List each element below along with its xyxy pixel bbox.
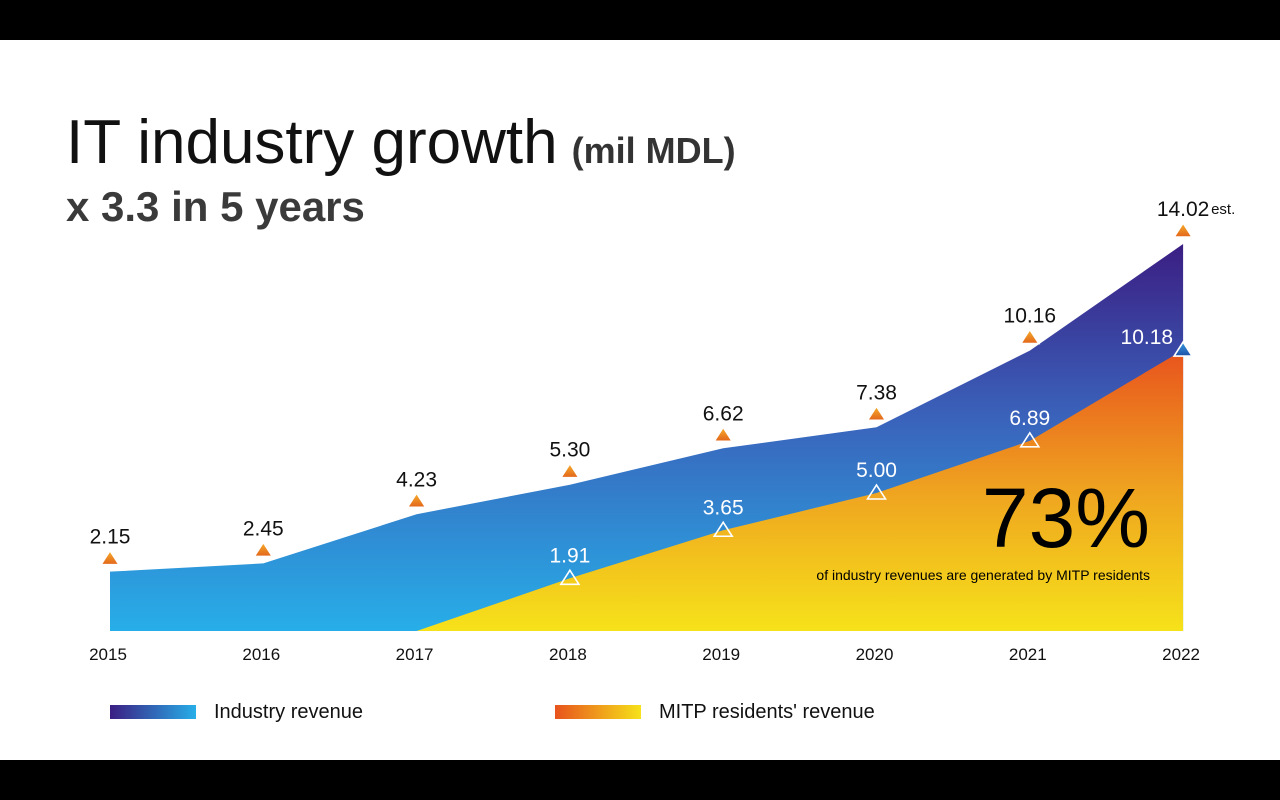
x-axis-labels: 2015 2016 2017 2018 2019 2020 2021 2022	[89, 645, 1200, 664]
chart-title: IT industry growth	[66, 108, 558, 177]
mitp-marker-2022	[1172, 340, 1194, 357]
mitp-revenue-area	[416, 350, 1184, 631]
industry-value-label-2019: 6.62	[703, 402, 744, 425]
x-tick-label-2015: 2015	[89, 645, 127, 664]
industry-value-label-2015: 2.15	[90, 526, 131, 549]
mitp-marker-2021	[1019, 431, 1041, 448]
mitp-value-label-2018: 1.91	[549, 544, 590, 567]
industry-value-label-2017: 4.23	[396, 468, 437, 491]
industry-marker-2021	[1019, 328, 1041, 345]
highlight-note: of industry revenues are generated by MI…	[816, 567, 1150, 583]
x-tick-label-2018: 2018	[549, 645, 587, 664]
mitp-value-label-2020: 5.00	[856, 459, 897, 482]
chart-unit: (mil MDL)	[571, 130, 736, 171]
x-tick-label-2022: 2022	[1162, 645, 1200, 664]
industry-marker-2019	[712, 425, 734, 443]
industry-marker-2017	[406, 491, 428, 509]
industry-value-label-2021: 10.16	[1004, 305, 1057, 328]
industry-marker-2018	[559, 462, 581, 479]
estimate-annotation: est.	[1211, 201, 1235, 218]
slide: IT industry growth (mil MDL) x 3.3 in 5 y…	[0, 40, 1280, 760]
mitp-value-label-2021: 6.89	[1009, 407, 1050, 430]
industry-marker-2016	[252, 540, 274, 558]
mitp-value-label-2019: 3.65	[703, 496, 744, 519]
legend-swatch-industry	[110, 705, 196, 719]
x-tick-label-2016: 2016	[242, 645, 280, 664]
mitp-value-label-2022: 10.18	[1121, 326, 1174, 349]
mitp-marker-2020	[866, 483, 887, 500]
legend-label-mitp: MITP residents' revenue	[659, 701, 875, 723]
industry-value-label-2020: 7.38	[856, 381, 897, 404]
industry-value-label-2016: 2.45	[243, 517, 284, 540]
industry-value-label-2022: 14.02	[1157, 198, 1210, 221]
industry-marker-2022	[1172, 221, 1194, 238]
mitp-marker-2018	[559, 568, 581, 586]
x-tick-label-2020: 2020	[856, 645, 894, 664]
x-tick-label-2017: 2017	[396, 645, 434, 664]
area-chart: 2.15 2.45 4.23 5.30 6.62 7.38 10.16 14.02 est. 1.…	[89, 198, 1236, 664]
chart-subtitle: x 3.3 in 5 years	[66, 183, 365, 230]
data-labels: 2.15 2.45 4.23 5.30 6.62 7.38 10.16 14.02 est. 1.…	[90, 198, 1236, 567]
industry-marker-2015	[99, 549, 121, 566]
legend-swatch-mitp	[555, 705, 641, 719]
x-tick-label-2021: 2021	[1009, 645, 1047, 664]
industry-marker-2020	[866, 404, 887, 422]
title-line: IT industry growth (mil MDL)	[66, 112, 736, 174]
x-tick-label-2019: 2019	[702, 645, 740, 664]
mitp-marker-2019	[712, 520, 734, 538]
industry-value-label-2018: 5.30	[549, 439, 590, 462]
highlight-percentage: 73%	[981, 471, 1150, 565]
data-markers	[99, 221, 1194, 586]
legend-label-industry: Industry revenue	[214, 701, 363, 723]
